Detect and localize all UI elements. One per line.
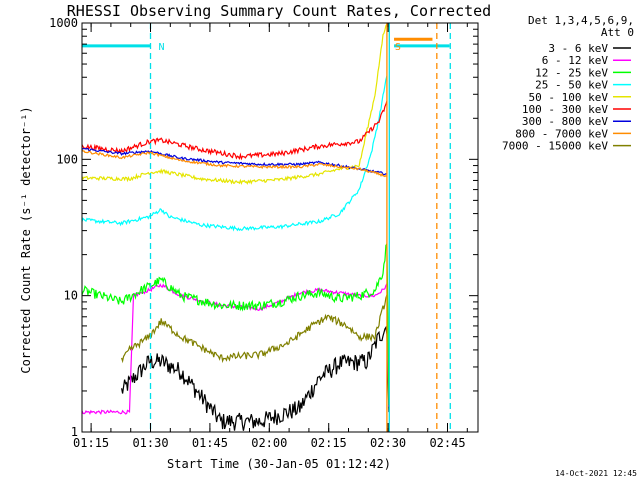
y-tick-label-1: 10 xyxy=(64,289,78,303)
x-axis-label: Start Time (30-Jan-05 01:12:42) xyxy=(167,457,391,471)
series-line-0 xyxy=(121,325,390,431)
legend-label-6: 300 - 800 keV xyxy=(522,115,608,128)
series-line-8 xyxy=(121,294,388,364)
marker-label-0: N xyxy=(159,42,165,53)
chart-title: RHESSI Observing Summary Count Rates, Co… xyxy=(67,2,491,20)
x-tick-label-4: 02:15 xyxy=(311,436,347,450)
legend-label-4: 50 - 100 keV xyxy=(529,91,609,104)
y-axis-label: Corrected Count Rate (s⁻¹ detector⁻¹) xyxy=(19,106,33,373)
legend-label-8: 7000 - 15000 keV xyxy=(502,140,608,153)
timestamp-label: 14-Oct-2021 12:45 xyxy=(555,469,637,478)
x-tick-label-5: 02:30 xyxy=(370,436,406,450)
legend-label-0: 3 - 6 keV xyxy=(548,42,608,55)
x-tick-label-0: 01:15 xyxy=(73,436,109,450)
marker-label-1: S xyxy=(395,42,401,53)
x-tick-label-2: 01:45 xyxy=(192,436,228,450)
legend-header-line-2: Att 0 xyxy=(601,26,634,39)
series-line-2 xyxy=(81,242,390,406)
series-line-4 xyxy=(81,23,388,185)
y-tick-label-2: 100 xyxy=(56,152,78,166)
y-tick-label-3: 1000 xyxy=(49,16,78,30)
y-tick-label-0: 1 xyxy=(71,425,78,439)
series-line-7 xyxy=(81,149,388,178)
legend-label-3: 25 - 50 keV xyxy=(535,79,608,92)
x-tick-label-6: 02:45 xyxy=(429,436,465,450)
legend-label-1: 6 - 12 keV xyxy=(542,54,609,67)
legend-label-7: 800 - 7000 keV xyxy=(515,127,608,140)
series-line-6 xyxy=(81,147,388,176)
x-tick-label-3: 02:00 xyxy=(251,436,287,450)
legend-label-2: 12 - 25 keV xyxy=(535,66,608,79)
plot-area: N S 1 10 100 1000 01:15 01:30 01:45 02:00 02:15 02:… xyxy=(49,16,479,450)
legend-label-5: 100 - 300 keV xyxy=(522,103,608,116)
legend-header-line-1: Det 1,3,4,5,6,9, xyxy=(528,14,634,27)
plot-frame xyxy=(81,22,479,433)
series-line-5 xyxy=(81,100,388,161)
series-line-3 xyxy=(81,75,388,232)
x-tick-label-1: 01:30 xyxy=(132,436,168,450)
series-line-1 xyxy=(81,281,390,415)
